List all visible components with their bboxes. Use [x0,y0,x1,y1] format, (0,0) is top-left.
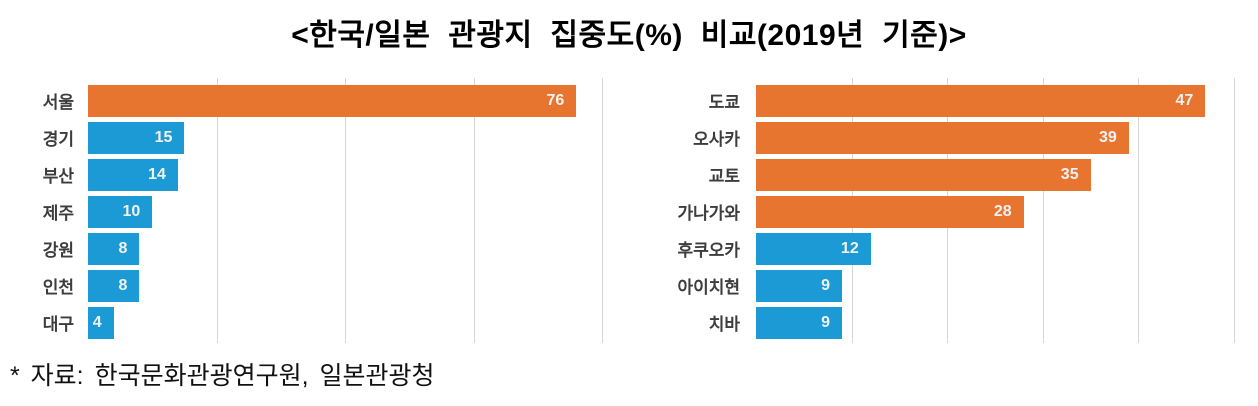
bar-row: 대구 4 [14,304,602,341]
bar-track: 47 [756,84,1234,117]
bar: 4 [88,306,114,339]
value-label: 76 [546,91,565,109]
bar-track: 39 [756,121,1234,154]
gridline [1138,78,1140,343]
source-footnote: * 자료: 한국문화관광연구원, 일본관광청 [10,362,435,390]
gridline [602,78,603,343]
category-label: 제주 [42,204,74,223]
bar-track: 76 [88,84,602,117]
value-label: 4 [92,313,102,331]
gridline [1234,78,1235,343]
chart-title: <한국/일본 관광지 집중도(%) 비교(2019년 기준)> [291,19,967,52]
value-label: 9 [821,313,831,331]
gridline [1042,78,1044,343]
category-label: 서울 [42,93,74,112]
bar: 12 [756,232,871,265]
value-label: 8 [118,239,128,257]
value-label: 15 [154,128,173,146]
bar-row: 아이치현 9 [655,267,1234,304]
category-label: 강원 [42,241,74,260]
bar-row: 치바 9 [655,304,1234,341]
bar: 8 [88,269,140,302]
bar-track: 4 [88,306,602,339]
bar-track: 10 [88,195,602,228]
bar: 28 [756,195,1024,228]
category-label: 가나가와 [677,204,740,223]
bar-rows: 도쿄 47 오사카 39 교토 35 가나가와 28 후쿠오카 12 아이치현 9 치바 9 [655,82,1234,341]
bar-row: 가나가와 28 [655,193,1234,230]
bar-track: 15 [88,121,602,154]
bar-track: 9 [756,269,1234,302]
bar-row: 도쿄 47 [655,82,1234,119]
category-label: 인천 [42,278,74,297]
bar: 35 [756,158,1091,191]
bar-rows: 서울 76 경기 15 부산 14 제주 10 강원 8 인천 8 대구 4 [14,82,602,341]
category-label: 오사카 [693,130,740,149]
bar-row: 인천 8 [14,267,602,304]
value-label: 28 [993,202,1012,220]
bar: 8 [88,232,140,265]
value-label: 39 [1099,128,1117,146]
japan-bar-chart: 도쿄 47 오사카 39 교토 35 가나가와 28 후쿠오카 12 아이치현 9 치바 9 [655,78,1235,343]
category-label: 치바 [708,315,740,334]
category-label: 도쿄 [708,93,740,112]
bar-row: 제주 10 [14,193,602,230]
bar-track: 14 [88,158,602,191]
bar: 9 [756,269,843,302]
bar-track: 8 [88,269,602,302]
bar-track: 8 [88,232,602,265]
value-label: 47 [1175,91,1194,109]
bar-track: 9 [756,306,1234,339]
value-label: 10 [122,202,141,220]
bar-row: 강원 8 [14,230,602,267]
value-label: 9 [821,276,831,294]
bar: 76 [88,84,577,117]
bar-row: 후쿠오카 12 [655,230,1234,267]
bar-track: 35 [756,158,1234,191]
korea-bar-chart: 서울 76 경기 15 부산 14 제주 10 강원 8 인천 8 대구 4 [14,78,603,343]
bar: 15 [88,121,185,154]
value-label: 35 [1060,165,1079,183]
value-label: 14 [148,165,166,183]
bar-row: 부산 14 [14,156,602,193]
category-label: 아이치현 [677,278,740,297]
bar-track: 28 [756,195,1234,228]
bar: 14 [88,158,178,191]
value-label: 8 [118,276,128,294]
bar-row: 오사카 39 [655,119,1234,156]
category-label: 부산 [42,167,74,186]
gridline [473,78,475,343]
category-label: 경기 [42,130,74,149]
category-label: 교토 [708,167,740,186]
category-label: 대구 [42,315,74,334]
bar-row: 경기 15 [14,119,602,156]
bar-track: 12 [756,232,1234,265]
gridline [345,78,346,343]
bar: 47 [756,84,1206,117]
bar-row: 서울 76 [14,82,602,119]
bar: 39 [756,121,1129,154]
bar: 10 [88,195,153,228]
gridline [216,78,218,343]
category-label: 후쿠오카 [677,241,740,260]
bar: 9 [756,306,843,339]
bar-row: 교토 35 [655,156,1234,193]
grid-overlay [88,78,603,343]
value-label: 12 [840,239,859,257]
